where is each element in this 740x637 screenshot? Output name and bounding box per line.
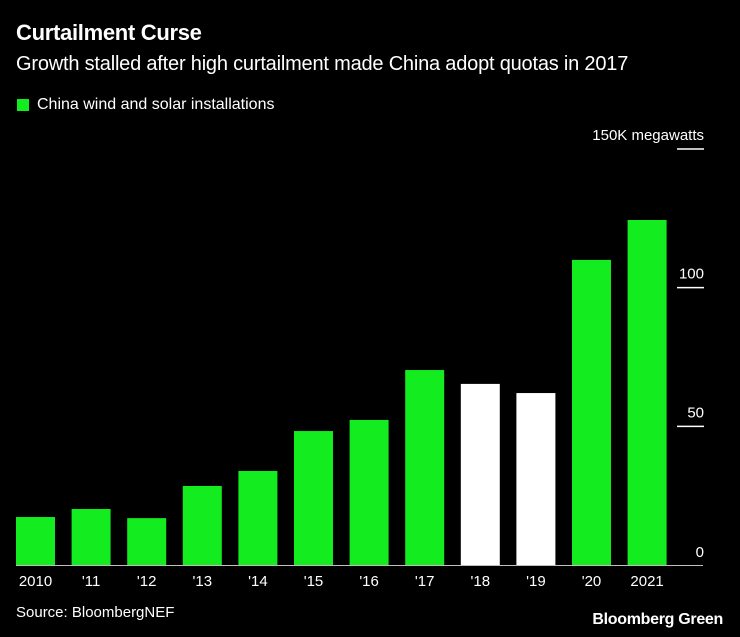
bar-7 [405,370,445,565]
y-tick-label: 0 [696,544,704,561]
bar-8 [460,383,500,565]
x-tick-label: 2010 [19,573,52,590]
bar-5 [294,431,333,565]
x-tick-label: '20 [582,573,602,590]
legend-label: China wind and solar installations [37,96,275,113]
x-tick-label: '17 [415,573,435,590]
chart-title: Curtailment Curse [16,20,202,45]
bar-0 [16,517,55,565]
x-tick-label: '14 [248,573,268,590]
source-note: Source: BloombergNEF [16,604,175,621]
legend-swatch [17,99,29,111]
bar-11 [627,219,667,566]
bar-2 [127,518,167,565]
brand-logo: Bloomberg Green [592,611,723,628]
x-tick-label: '12 [137,573,157,590]
x-tick-label: '15 [304,573,324,590]
bar-4 [238,470,278,565]
x-tick-label: '19 [526,573,546,590]
y-tick-label: 150K megawatts [592,127,704,144]
x-tick-label: '11 [82,573,100,590]
chart-subtitle: Growth stalled after high curtailment ma… [16,53,629,75]
y-tick-label: 100 [679,266,704,283]
x-tick-label: '16 [359,573,379,590]
x-tick-label: '13 [193,573,213,590]
bar-1 [71,508,111,565]
x-tick-label: '18 [471,573,491,590]
x-tick-label: 2021 [630,573,663,590]
y-tick-label: 50 [687,404,704,421]
bar-3 [182,485,222,565]
legend: China wind and solar installations [17,96,274,114]
bar-10 [572,259,611,565]
bar-6 [349,419,389,565]
bar-9 [516,393,556,565]
